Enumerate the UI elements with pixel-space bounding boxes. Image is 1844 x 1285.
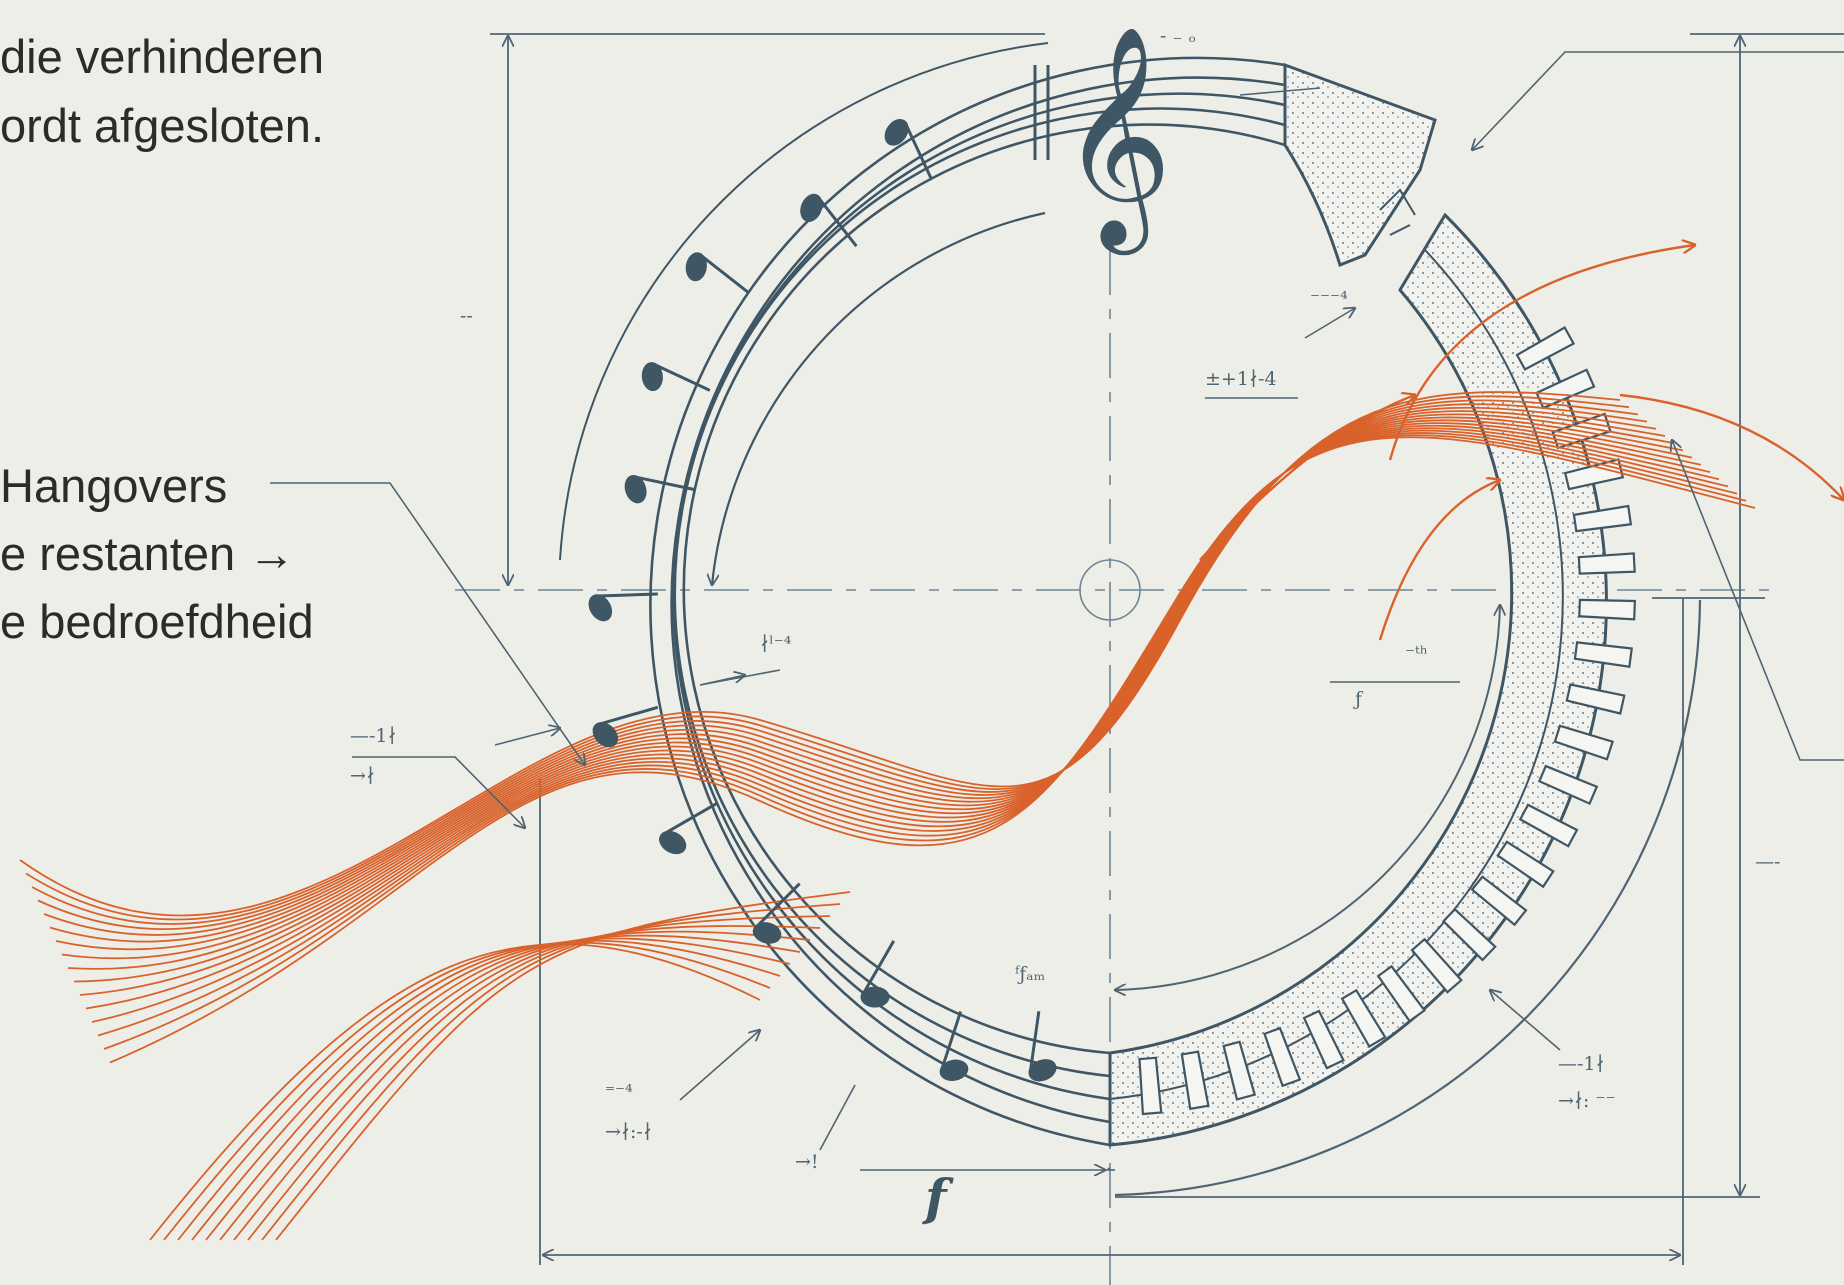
note-stem (599, 705, 659, 726)
note-stem (862, 940, 896, 994)
annotation-5: ƒ (1353, 688, 1364, 710)
music-note-icon (884, 118, 909, 146)
music-note-icon (588, 594, 613, 622)
flow-line (233, 925, 821, 1241)
stave-ring (559, 42, 1286, 1147)
flow-line (103, 434, 1747, 1050)
annotation-11: ᶠƒₐₘ (1015, 963, 1046, 985)
caption-mid-line-2: e restanten → (0, 527, 295, 580)
flow-line (73, 422, 1702, 983)
note-stem (905, 124, 934, 181)
vertebra (1515, 325, 1576, 371)
annotations: ±+1∤-4 ∤ˡ⁻⁴ —-1∤ →∤ ⁻ᵗʰ ƒ ⁼⁻⁴ →∤:-∤ →! ᶠ… (350, 25, 1780, 1173)
annotation-8: ⁼⁻⁴ (605, 1081, 633, 1103)
vertebra (1138, 1056, 1163, 1116)
vertebra (1263, 1026, 1302, 1088)
annotation-15: —- (1755, 851, 1780, 873)
caption-top-line-2: ordt afgesloten. (0, 99, 324, 152)
flow-line (91, 429, 1729, 1023)
music-note-icon (685, 252, 707, 282)
note-stem (701, 255, 751, 295)
dynamic-forte-icon: f (922, 1168, 954, 1227)
vertebra (1572, 504, 1633, 533)
inner-arrows (1115, 599, 1702, 1197)
dimension-lines (490, 33, 1844, 1265)
caption-mid-line-3: e bedroefdheid (0, 595, 314, 648)
music-note-icon (592, 722, 619, 748)
flow-line (275, 891, 851, 1241)
music-note-icon (752, 922, 782, 944)
annotation-7: →∤ (350, 765, 375, 787)
annotation-1: ±+1∤-4 (1205, 368, 1277, 390)
annotation-10: →! (795, 1151, 819, 1173)
flow-line (49, 410, 1666, 943)
captions: die verhinderen ordt afgesloten. Hangove… (0, 30, 324, 648)
flow-line (55, 413, 1675, 951)
flow-line (219, 930, 811, 1241)
vertebra (1537, 764, 1599, 806)
flow-line (25, 395, 1630, 921)
annotation-14: -- (460, 305, 473, 327)
flow-line (79, 424, 1711, 996)
note-stem (597, 592, 658, 598)
note-stem (756, 882, 801, 928)
annotation-16: - ₋ ₒ (1160, 25, 1196, 47)
annotation-3: ⁻⁻⁻⁴ (1310, 288, 1348, 310)
flow-line (61, 416, 1684, 960)
vertebra (1578, 598, 1637, 621)
vertebra (1222, 1040, 1257, 1101)
note-stem (1029, 1011, 1041, 1071)
flow-line (43, 406, 1657, 936)
vertebra (1565, 683, 1626, 715)
flow-line (67, 419, 1693, 970)
treble-clef-icon: 𝄞 (1060, 24, 1172, 255)
annotation-6: —-1∤ (350, 725, 397, 747)
flow-line (85, 427, 1720, 1010)
note-stem (635, 475, 696, 492)
flow-line (149, 943, 761, 1241)
flow-line (247, 915, 831, 1241)
flow-line (205, 934, 801, 1241)
leader-lines (270, 51, 1844, 1171)
flow-line (261, 903, 841, 1241)
caption-top-line-1: die verhinderen (0, 30, 324, 83)
flow-line (177, 939, 781, 1241)
vertebra (1553, 724, 1614, 761)
vertebra (1577, 552, 1636, 575)
music-note-icon (860, 986, 890, 1008)
flow-line (19, 391, 1621, 917)
flow-line (97, 432, 1738, 1037)
flow-line (31, 399, 1639, 925)
annotation-2: ∤ˡ⁻⁴ (760, 633, 792, 655)
vertebra (1302, 1009, 1345, 1070)
annotation-13: →∤: ⁻⁻ (1558, 1090, 1616, 1112)
music-notes (588, 118, 1057, 1082)
note-stem (654, 363, 711, 392)
annotation-9: →∤:-∤ (605, 1121, 652, 1143)
flow-line (109, 436, 1756, 1064)
flow-line (163, 941, 771, 1241)
note-stem (818, 198, 858, 248)
flow-line (37, 403, 1648, 931)
caption-mid-line-1: Hangovers (0, 459, 227, 512)
music-note-icon (641, 362, 663, 392)
annotation-4: ⁻ᵗʰ (1405, 643, 1428, 665)
flow-arrows (1199, 245, 1844, 641)
note-stem (940, 1011, 963, 1070)
note-stem (664, 801, 718, 835)
flow-line (191, 937, 791, 1241)
music-note-icon (800, 193, 823, 222)
music-note-icon (1028, 1059, 1057, 1082)
music-note-icon (659, 830, 687, 855)
vertebra (1573, 641, 1633, 668)
annotation-12: —-1∤ (1558, 1053, 1605, 1075)
vertebra (1180, 1050, 1210, 1111)
vertebra (1518, 803, 1579, 848)
music-note-icon (624, 474, 647, 504)
music-note-icon (939, 1059, 969, 1081)
